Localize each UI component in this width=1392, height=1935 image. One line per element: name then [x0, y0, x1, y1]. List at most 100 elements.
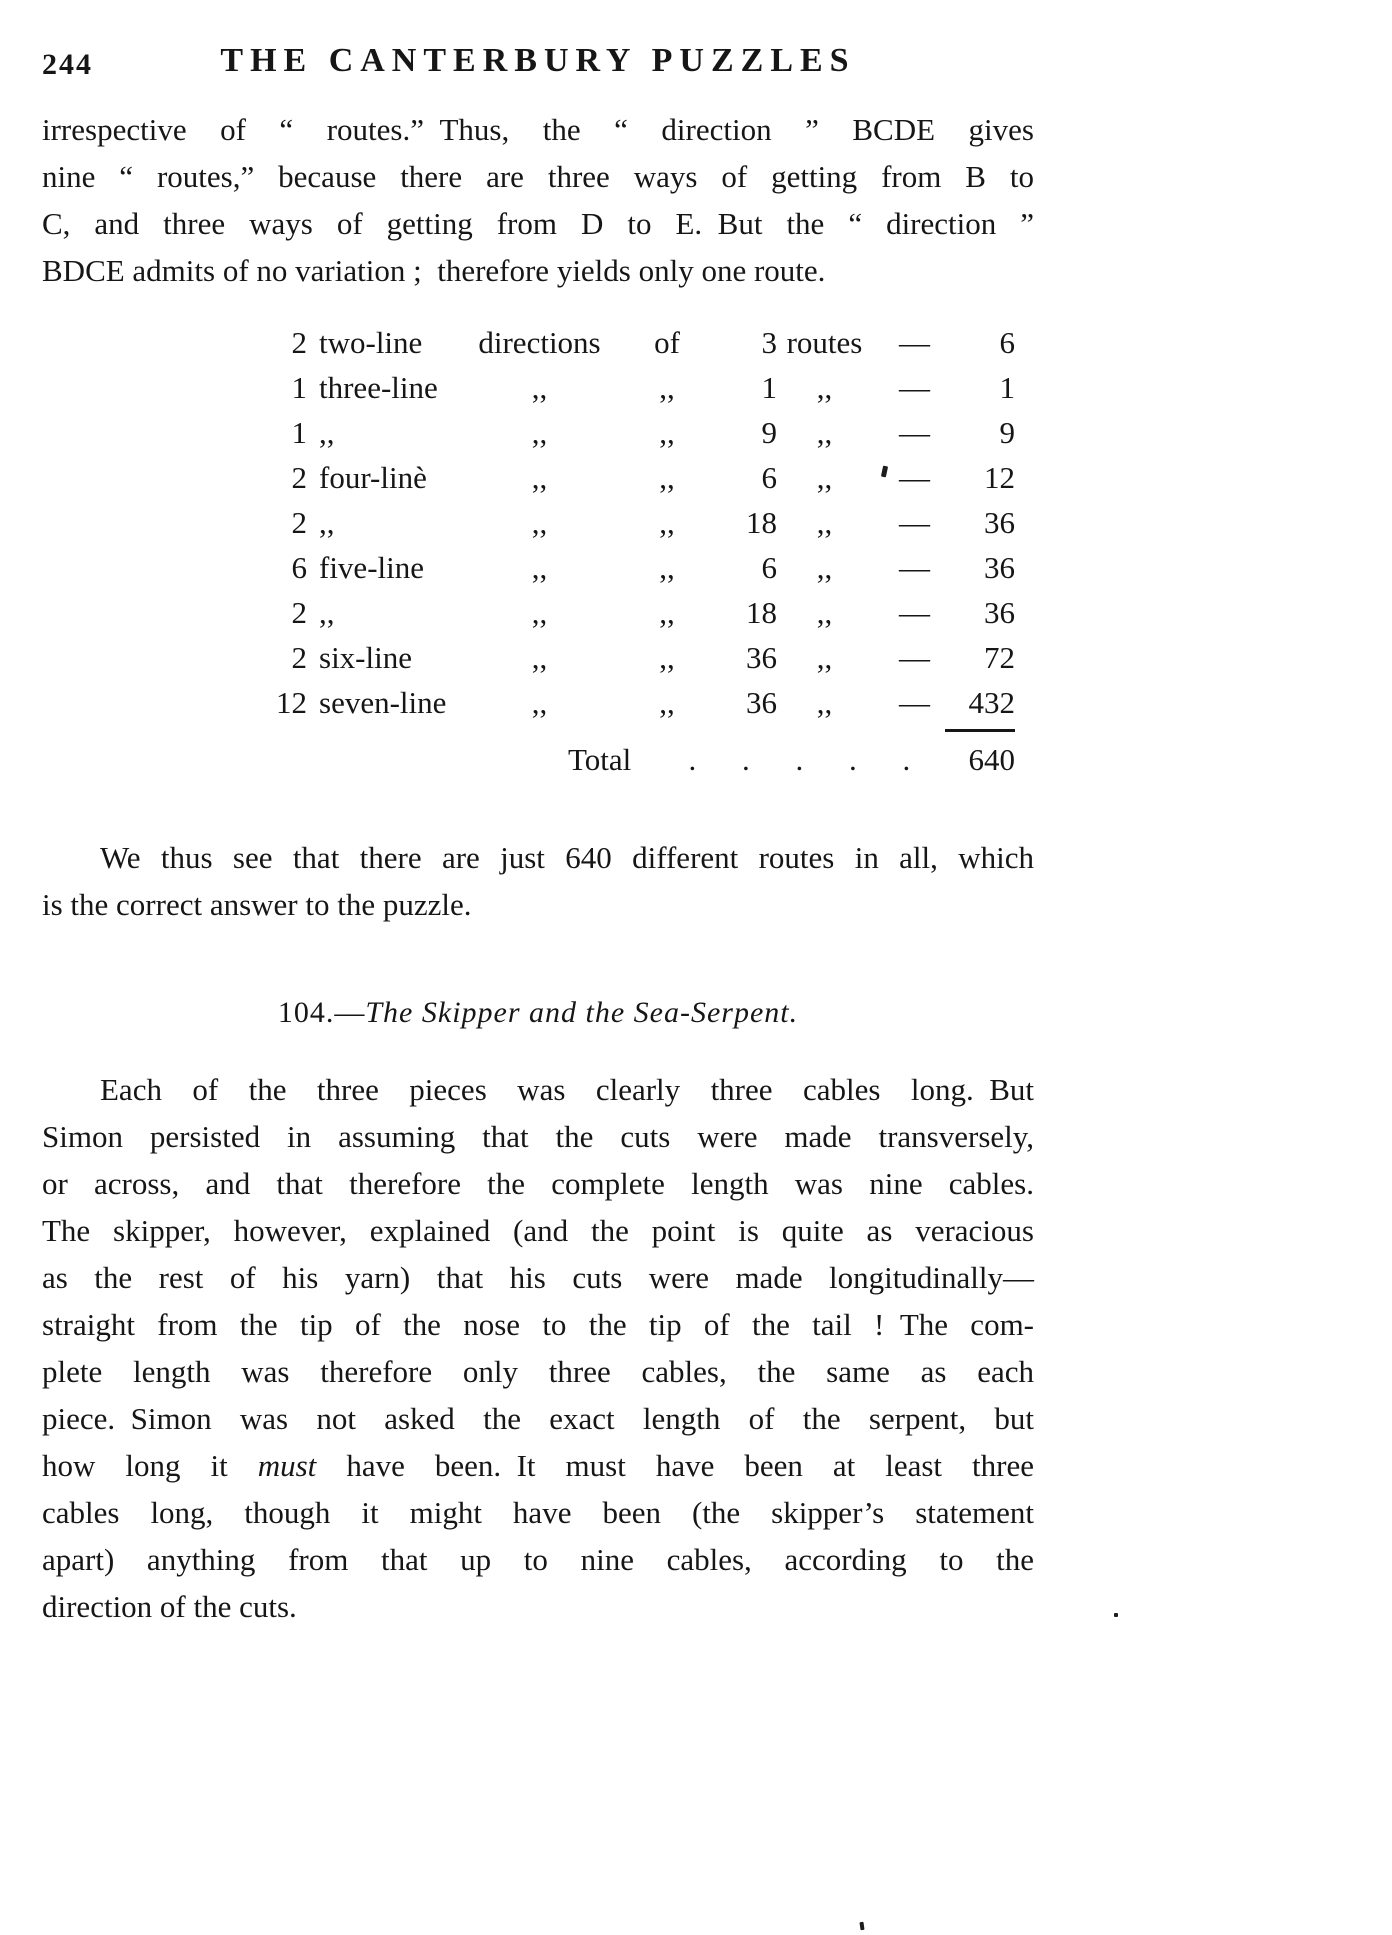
book-title: THE CANTERBURY PUZZLES — [220, 42, 856, 79]
total-row: Total . . . . . 640 — [568, 742, 1015, 778]
table-cell: ,, — [659, 460, 675, 495]
table-cell: ,, — [659, 640, 675, 675]
table-cell: ,, — [816, 415, 833, 450]
table-cell: ,, — [659, 685, 675, 720]
total-dots-leader: . . . . . — [688, 742, 912, 777]
text-line: nine “ routes,” because there are three … — [42, 159, 1034, 194]
table-cell: six-line — [319, 640, 412, 675]
table-cell: — — [899, 685, 930, 720]
table-cell: ,, — [659, 595, 675, 630]
text-line: C, and three ways of getting from D to E… — [42, 206, 1034, 241]
text-line: straight from the tip of the nose to the… — [42, 1307, 1034, 1342]
table-cell: five-line — [319, 550, 425, 585]
routes-tally-table: 2 two-line directions of 3 routes — 6 1 three-lin… — [255, 320, 1034, 725]
text-line: irrespective of “ routes.” Thus, the “ d… — [42, 112, 1034, 147]
table-cell: 1 — [291, 415, 308, 450]
table-cell: — — [899, 370, 930, 405]
table-cell: 432 — [968, 685, 1016, 720]
table-cell: 2 — [291, 325, 308, 360]
table-cell: ,, — [816, 370, 833, 405]
table-cell: ,, — [531, 460, 548, 495]
text-line: is the correct answer to the puzzle. — [42, 887, 472, 922]
text-line: Simon persisted in assuming that the cut… — [42, 1119, 1034, 1154]
text-line: or across, and that therefore the comple… — [42, 1166, 1034, 1201]
table-cell: — — [899, 640, 930, 675]
table-cell: ,, — [319, 505, 335, 540]
puzzle-title: The Skipper and the Sea-Serpent. — [365, 996, 799, 1029]
table-cell: three-line — [319, 370, 438, 405]
total-value: 640 — [968, 742, 1015, 777]
table-cell: 6 — [761, 550, 778, 585]
table-cell: ,, — [319, 415, 335, 450]
table-cell: ,, — [816, 640, 833, 675]
table-cell: 36 — [984, 595, 1015, 630]
scan-speck — [1114, 1613, 1118, 1617]
text-line: cables long, though it might have been (… — [42, 1495, 1034, 1530]
table-cell: 18 — [746, 505, 777, 540]
table-cell: ,, — [659, 415, 675, 450]
table-cell: ,, — [816, 505, 833, 540]
table-cell: 9 — [999, 415, 1016, 450]
paragraph-conclusion: We thus see that there are just 640 diff… — [42, 834, 1034, 928]
table-cell: routes — [786, 325, 863, 360]
table-cell: ,, — [531, 685, 548, 720]
table-cell: 2 — [291, 505, 308, 540]
table-cell: seven-line — [319, 685, 447, 720]
puzzle-heading: 104.—The Skipper and the Sea-Serpent. — [42, 996, 1034, 1030]
text-line: apart) anything from that up to nine cab… — [42, 1542, 1034, 1577]
table-cell: 36 — [984, 505, 1015, 540]
table-cell: 36 — [984, 550, 1015, 585]
table-row: 2,,,,,, 18,, — 36 — [255, 590, 1034, 635]
table-cell: ,, — [531, 640, 548, 675]
table-cell: 2 — [291, 640, 308, 675]
text-line: how long it must have been. It must have… — [42, 1448, 1034, 1483]
table-row: 2 four-linè,,,, 6,, — 12 — [255, 455, 1034, 500]
text-line: BDCE admits of no variation ; therefore … — [42, 253, 826, 288]
table-cell: ,, — [816, 460, 833, 495]
puzzle-number: 104.— — [277, 996, 366, 1029]
text-line: Each of the three pieces was clearly thr… — [100, 1072, 1034, 1107]
table-cell: — — [899, 505, 930, 540]
table-cell: ,, — [659, 505, 675, 540]
table-cell: ,, — [659, 370, 675, 405]
table-cell: ,, — [816, 550, 833, 585]
table-cell: 36 — [746, 685, 777, 720]
table-cell: — — [899, 415, 930, 450]
table-cell: 36 — [746, 640, 777, 675]
text-line: The skipper, however, explained (and the… — [42, 1213, 1034, 1248]
text-line: We thus see that there are just 640 diff… — [100, 840, 1034, 875]
table-cell: ,, — [531, 370, 548, 405]
text-block: 244 THE CANTERBURY PUZZLES irrespective … — [42, 0, 1034, 1630]
table-cell: ,, — [531, 415, 548, 450]
scan-speck — [859, 1921, 865, 1931]
paragraph-skipper-solution: Each of the three pieces was clearly thr… — [42, 1066, 1034, 1630]
page-number: 244 — [42, 48, 93, 81]
table-cell: directions — [478, 325, 601, 360]
table-cell: — — [899, 550, 930, 585]
table-cell: ,, — [816, 595, 833, 630]
table-cell: 9 — [761, 415, 778, 450]
table-row: 2,,,,,, 18,, — 36 — [255, 500, 1034, 545]
paragraph-routes-explanation: irrespective of “ routes.” Thus, the “ d… — [42, 106, 1034, 294]
table-row: 6 five-line,,,, 6,, — 36 — [255, 545, 1034, 590]
table-cell: 6 — [291, 550, 308, 585]
table-row: 1 three-line,,,, 1,, — 1 — [255, 365, 1034, 410]
table-cell: — — [899, 595, 930, 630]
table-cell: 18 — [746, 595, 777, 630]
table-cell: ,, — [816, 685, 833, 720]
table-cell: ,, — [531, 505, 548, 540]
table-cell: 3 — [761, 325, 778, 360]
sum-rule — [945, 729, 1015, 732]
table-cell: 1 — [291, 370, 308, 405]
table-cell: four-linè — [319, 460, 427, 495]
table-cell: ,, — [531, 550, 548, 585]
text-line: plete length was therefore only three ca… — [42, 1354, 1034, 1389]
total-label: Total — [568, 742, 632, 777]
table-cell: 6 — [761, 460, 778, 495]
table-cell: 72 — [984, 640, 1015, 675]
table-row: 2 six-line,,,, 36,, — 72 — [255, 635, 1034, 680]
text-line: piece. Simon was not asked the exact len… — [42, 1401, 1034, 1436]
table-row: 2 two-line directions of 3 routes — 6 — [255, 320, 1034, 365]
table-cell: 1 — [761, 370, 778, 405]
